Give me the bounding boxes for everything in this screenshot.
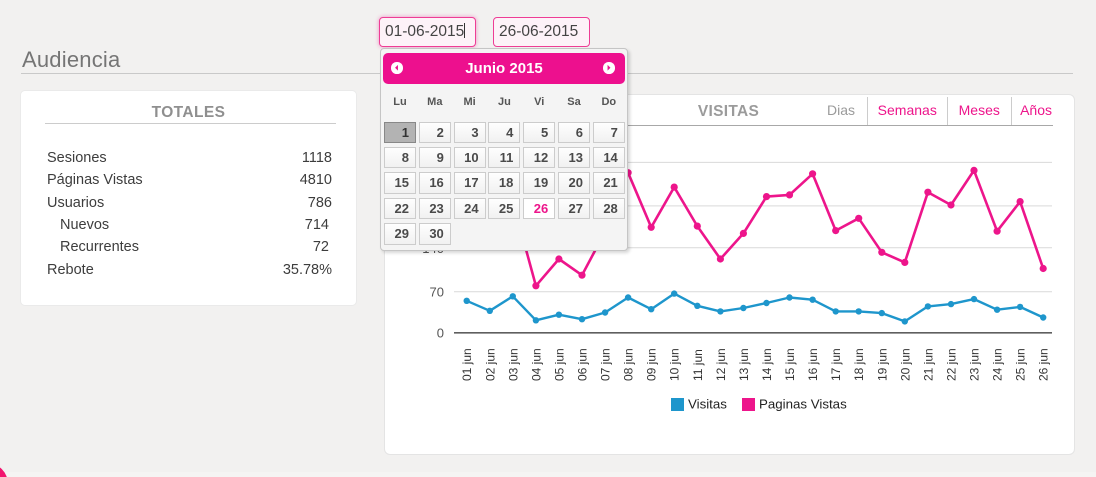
svg-text:20 jun: 20 jun bbox=[898, 348, 912, 381]
svg-text:05 jun: 05 jun bbox=[552, 348, 566, 381]
svg-text:0: 0 bbox=[437, 326, 444, 341]
svg-text:17 jun: 17 jun bbox=[829, 348, 843, 381]
svg-text:24 jun: 24 jun bbox=[991, 348, 1005, 381]
svg-text:02 jun: 02 jun bbox=[483, 348, 497, 381]
svg-text:21 jun: 21 jun bbox=[921, 348, 935, 381]
svg-text:13 jun: 13 jun bbox=[737, 348, 751, 381]
svg-text:08 jun: 08 jun bbox=[622, 348, 636, 381]
svg-text:01 jun: 01 jun bbox=[460, 348, 474, 381]
svg-text:19 jun: 19 jun bbox=[875, 348, 889, 381]
svg-text:07 jun: 07 jun bbox=[599, 348, 613, 381]
svg-text:70: 70 bbox=[430, 284, 444, 299]
svg-text:22 jun: 22 jun bbox=[945, 348, 959, 381]
svg-text:25 jun: 25 jun bbox=[1014, 348, 1028, 381]
svg-text:23 jun: 23 jun bbox=[968, 348, 982, 381]
svg-text:16 jun: 16 jun bbox=[806, 348, 820, 381]
svg-text:04 jun: 04 jun bbox=[529, 348, 543, 381]
svg-text:06 jun: 06 jun bbox=[576, 348, 590, 381]
svg-text:03 jun: 03 jun bbox=[506, 348, 520, 381]
svg-text:10 jun: 10 jun bbox=[668, 348, 682, 381]
svg-text:26 jun: 26 jun bbox=[1037, 348, 1051, 381]
svg-text:18 jun: 18 jun bbox=[852, 348, 866, 381]
svg-text:Visitas: Visitas bbox=[688, 397, 727, 412]
svg-text:14 jun: 14 jun bbox=[760, 348, 774, 381]
svg-text:15 jun: 15 jun bbox=[783, 348, 797, 381]
svg-text:12 jun: 12 jun bbox=[714, 348, 728, 381]
svg-text:11 jun: 11 jun bbox=[691, 349, 705, 381]
svg-text:Paginas Vistas: Paginas Vistas bbox=[759, 397, 847, 412]
svg-text:09 jun: 09 jun bbox=[645, 348, 659, 381]
